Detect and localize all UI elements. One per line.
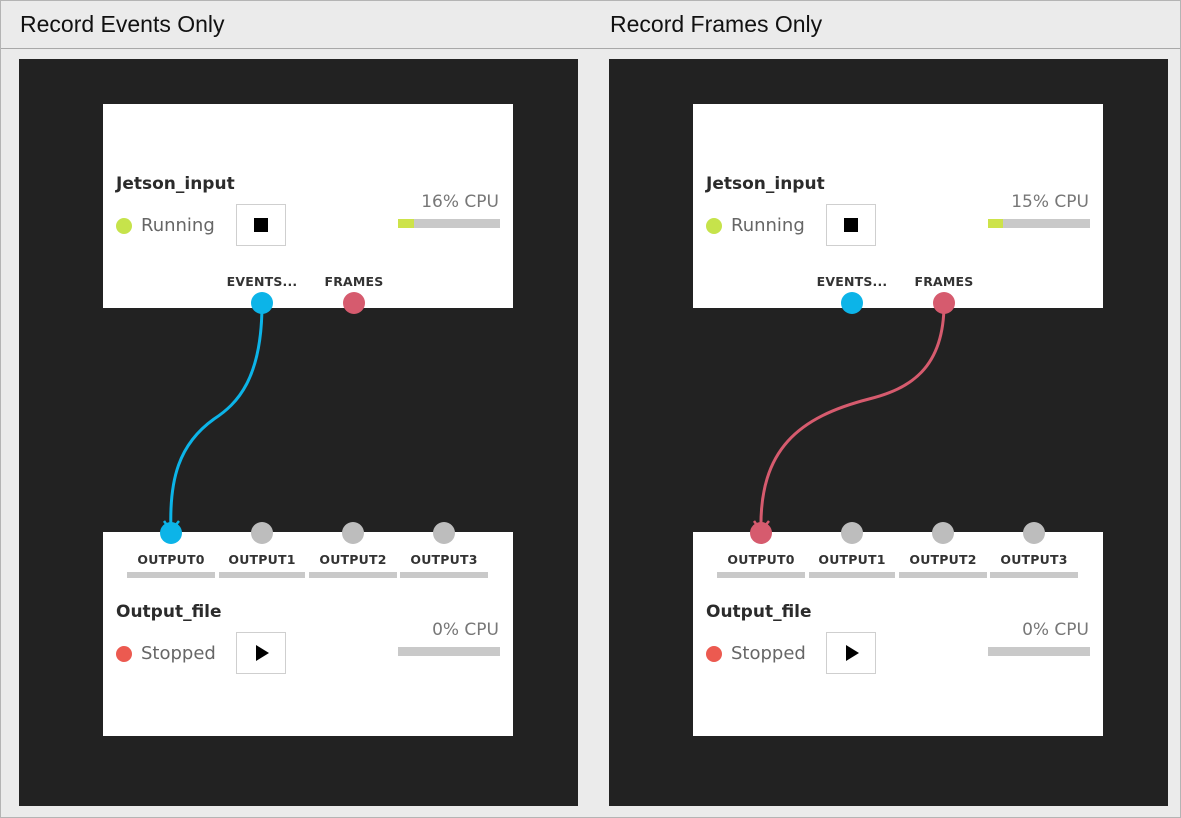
cpu-label: 0% CPU xyxy=(1022,620,1089,640)
connection-wire[interactable] xyxy=(759,303,946,532)
status-indicator: Running xyxy=(116,215,215,236)
header-right: Record Frames Only xyxy=(610,11,823,37)
cpu-bar-fill xyxy=(988,219,1004,228)
status-text: Running xyxy=(141,215,215,236)
header-left: Record Events Only xyxy=(20,11,225,37)
port-label-output3: OUTPUT3 xyxy=(1000,552,1068,567)
cpu-label: 0% CPU xyxy=(432,620,499,640)
graph-canvas-left[interactable]: Jetson_input Running 16% CPU EVENTS... F… xyxy=(19,59,578,806)
cpu-bar-fill xyxy=(398,219,415,228)
port-underline xyxy=(899,572,987,578)
port-underline xyxy=(219,572,305,578)
port-label-frames: FRAMES xyxy=(324,274,384,289)
port-output3[interactable] xyxy=(1023,522,1045,544)
status-indicator: Stopped xyxy=(706,643,806,664)
cpu-bar xyxy=(398,219,500,228)
port-label-output1: OUTPUT1 xyxy=(228,552,296,567)
port-underline xyxy=(127,572,215,578)
status-text: Stopped xyxy=(141,643,216,664)
source-node[interactable]: Jetson_input Running 15% CPU EVENTS... F… xyxy=(693,104,1103,314)
port-output0[interactable] xyxy=(750,522,772,544)
port-underline xyxy=(717,572,805,578)
port-label-events: EVENTS... xyxy=(816,274,888,289)
status-dot-icon xyxy=(706,217,722,234)
play-button[interactable] xyxy=(826,632,876,674)
node-title: Jetson_input xyxy=(706,174,825,194)
port-frames[interactable] xyxy=(933,292,955,314)
port-output1[interactable] xyxy=(251,522,273,544)
port-frames[interactable] xyxy=(343,292,365,314)
port-label-output2: OUTPUT2 xyxy=(909,552,977,567)
port-output2[interactable] xyxy=(932,522,954,544)
port-output0[interactable] xyxy=(160,522,182,544)
port-events[interactable] xyxy=(251,292,273,314)
port-output3[interactable] xyxy=(433,522,455,544)
status-text: Running xyxy=(731,215,805,236)
cpu-bar xyxy=(988,647,1090,656)
port-underline xyxy=(400,572,488,578)
port-label-output3: OUTPUT3 xyxy=(410,552,478,567)
connection-wire[interactable] xyxy=(169,303,264,532)
status-dot-icon xyxy=(116,645,132,662)
port-label-output0: OUTPUT0 xyxy=(137,552,205,567)
port-output1[interactable] xyxy=(841,522,863,544)
stop-icon xyxy=(254,218,268,232)
status-dot-icon xyxy=(116,217,132,234)
cpu-label: 15% CPU xyxy=(1011,192,1089,212)
sink-node[interactable]: OUTPUT0 OUTPUT1 OUTPUT2 OUTPUT3 Output_f… xyxy=(103,522,513,736)
play-icon xyxy=(846,645,859,661)
port-output2[interactable] xyxy=(342,522,364,544)
port-underline xyxy=(309,572,397,578)
status-text: Stopped xyxy=(731,643,806,664)
node-title: Output_file xyxy=(706,602,812,622)
port-underline xyxy=(990,572,1078,578)
header-divider xyxy=(1,48,1180,49)
stop-icon xyxy=(844,218,858,232)
node-title: Jetson_input xyxy=(116,174,235,194)
stop-button[interactable] xyxy=(826,204,876,246)
port-label-frames: FRAMES xyxy=(914,274,974,289)
play-icon xyxy=(256,645,269,661)
port-label-events: EVENTS... xyxy=(226,274,298,289)
status-dot-icon xyxy=(706,645,722,662)
play-button[interactable] xyxy=(236,632,286,674)
port-underline xyxy=(809,572,895,578)
port-label-output1: OUTPUT1 xyxy=(818,552,886,567)
status-indicator: Running xyxy=(706,215,805,236)
sink-node[interactable]: OUTPUT0 OUTPUT1 OUTPUT2 OUTPUT3 Output_f… xyxy=(693,522,1103,736)
stop-button[interactable] xyxy=(236,204,286,246)
port-events[interactable] xyxy=(841,292,863,314)
status-indicator: Stopped xyxy=(116,643,216,664)
source-node[interactable]: Jetson_input Running 16% CPU EVENTS... F… xyxy=(103,104,513,314)
port-label-output0: OUTPUT0 xyxy=(727,552,795,567)
cpu-bar xyxy=(398,647,500,656)
cpu-bar xyxy=(988,219,1090,228)
node-title: Output_file xyxy=(116,602,222,622)
cpu-label: 16% CPU xyxy=(421,192,499,212)
port-label-output2: OUTPUT2 xyxy=(319,552,387,567)
graph-canvas-right[interactable]: Jetson_input Running 15% CPU EVENTS... F… xyxy=(609,59,1168,806)
